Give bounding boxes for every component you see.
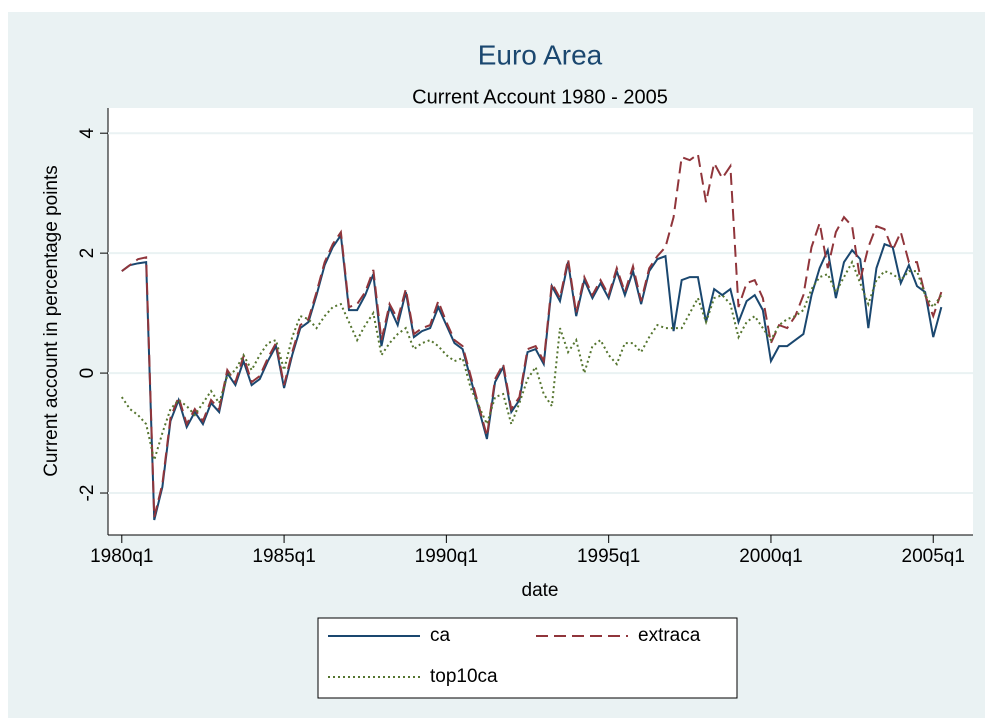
chart-title: Euro Area (478, 39, 603, 70)
legend-box (317, 617, 738, 699)
x-tick-label: 1990q1 (415, 546, 478, 567)
plot-area (108, 108, 973, 535)
chart-subtitle: Current Account 1980 - 2005 (412, 86, 668, 108)
y-tick-label: 0 (77, 368, 98, 379)
legend-label: extraca (638, 625, 701, 646)
legend-label: ca (430, 625, 451, 646)
x-tick-label: 1995q1 (577, 546, 640, 567)
x-axis-label: date (522, 580, 559, 601)
x-tick-label: 1980q1 (90, 546, 153, 567)
y-tick-label: 4 (77, 127, 98, 138)
y-tick-label: 2 (77, 248, 98, 259)
series-line (121, 232, 943, 521)
series-line (121, 152, 943, 518)
series-line (120, 259, 943, 464)
x-tick-label: 2000q1 (739, 546, 802, 567)
legend-label: top10ca (430, 666, 498, 687)
y-axis-label: Current account in percentage points (41, 165, 62, 477)
x-tick-label: 1985q1 (252, 546, 315, 567)
y-tick-label: -2 (77, 485, 98, 502)
x-tick-label: 2005q1 (902, 546, 965, 567)
